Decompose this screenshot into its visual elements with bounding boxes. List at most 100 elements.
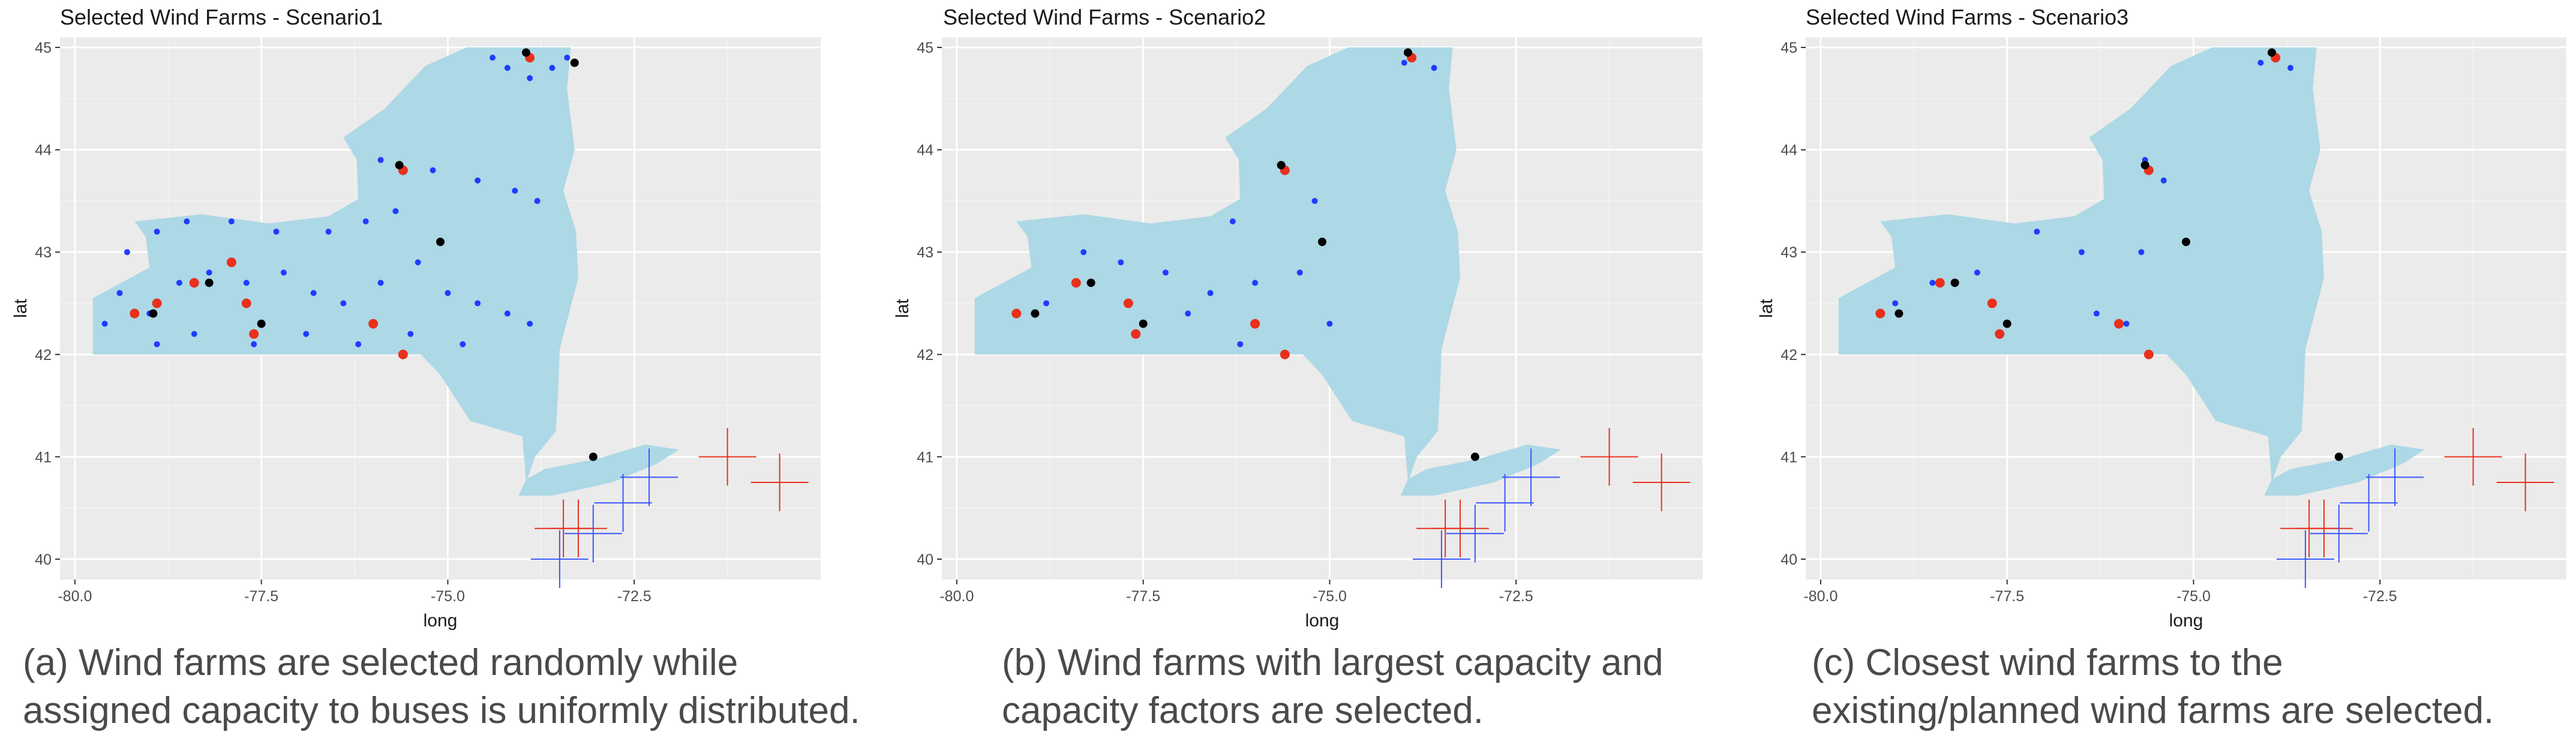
wind-farm-point-blue [377, 157, 384, 163]
wind-farm-point-blue [1431, 65, 1437, 71]
y-tick-label: 43 [917, 244, 933, 261]
wind-farm-point-blue [325, 229, 332, 235]
wind-farm-point-red [1995, 329, 2005, 339]
wind-farm-point-red [368, 319, 379, 329]
wind-farm-point-blue [1252, 280, 1259, 286]
wind-farm-point-blue [1974, 269, 1980, 276]
y-tick-label: 42 [917, 347, 933, 364]
y-tick-label: 41 [35, 449, 52, 466]
panel-scenario3: Selected Wind Farms - Scenario3 (c) Clos… [1746, 0, 2576, 756]
wind-farm-point-blue [184, 218, 190, 225]
y-axis-title: lat [1757, 298, 1776, 317]
state-shape [1838, 47, 2324, 482]
wind-farm-point-blue [2093, 310, 2100, 317]
wind-farm-point-red [1987, 298, 1997, 308]
x-tick-label: -80.0 [58, 588, 92, 605]
wind-farm-point-blue [154, 341, 160, 347]
caption-line: (b) Wind farms with largest capacity and [1002, 642, 1664, 683]
wind-farm-point-blue [407, 331, 414, 337]
wind-farm-point-black [521, 48, 530, 57]
wind-farm-point-blue [176, 280, 182, 286]
caption: (c) Closest wind farms to the existing/p… [1812, 639, 2494, 735]
y-tick-label: 42 [35, 347, 52, 364]
wind-farm-point-red [1875, 308, 1886, 319]
x-tick-label: -75.0 [2176, 588, 2211, 605]
x-tick-label: -77.5 [244, 588, 278, 605]
wind-farm-point-blue [355, 341, 362, 347]
y-tick-label: 45 [35, 40, 52, 56]
long-island-shape [518, 444, 679, 496]
y-tick-label: 42 [1781, 347, 1797, 364]
map-chart: -80.0 -77.5 -75.0 -72.5 40 41 42 43 44 45 long lat [893, 37, 1703, 631]
wind-farm-point-red [1250, 319, 1260, 329]
wind-farm-point-blue [2078, 249, 2085, 256]
wind-farm-point-blue [504, 65, 511, 71]
wind-farm-point-black [2182, 238, 2190, 247]
y-tick-label: 44 [1781, 142, 1797, 159]
wind-farm-point-blue [273, 229, 280, 235]
wind-farm-point-blue [280, 269, 287, 276]
wind-farm-point-blue [445, 290, 451, 296]
y-tick-label: 45 [1781, 40, 1797, 56]
wind-farm-point-black [205, 278, 214, 287]
wind-farm-point-blue [101, 320, 108, 327]
wind-farm-point-red [1935, 278, 1945, 288]
y-tick-label: 45 [917, 40, 933, 56]
caption-line: capacity factors are selected. [1002, 690, 1484, 731]
wind-farm-point-black [149, 309, 158, 318]
caption-line: existing/planned wind farms are selected… [1812, 690, 2494, 731]
wind-farm-point-black [1086, 278, 1095, 287]
state-shape [92, 47, 578, 482]
wind-farm-point-blue [1237, 341, 1244, 347]
wind-farm-point-blue [564, 55, 571, 61]
wind-farm-point-blue [1311, 197, 1318, 204]
wind-farm-point-black [1895, 309, 1904, 318]
wind-farm-point-blue [534, 197, 541, 204]
wind-farm-point-blue [1118, 259, 1124, 266]
x-tick-label: -77.5 [1990, 588, 2024, 605]
wind-farm-point-blue [2160, 177, 2167, 184]
wind-farm-point-blue [475, 177, 481, 184]
wind-farm-point-blue [243, 280, 250, 286]
wind-farm-point-red [189, 278, 199, 288]
wind-farm-point-blue [340, 300, 347, 307]
caption-line: (c) Closest wind farms to the [1812, 642, 2283, 683]
wind-farm-point-red [241, 298, 251, 308]
panel-scenario1: Selected Wind Farms - Scenario1 (a) Wind… [0, 0, 860, 756]
x-tick-label: -72.5 [2363, 588, 2397, 605]
wind-farm-point-black [257, 319, 266, 328]
caption: (b) Wind farms with largest capacity and… [1002, 639, 1664, 735]
wind-farm-point-blue [490, 55, 496, 61]
y-tick-label: 43 [35, 244, 52, 261]
wind-farm-point-black [589, 452, 598, 461]
x-axis-title: long [424, 611, 458, 631]
wind-farm-point-blue [1229, 218, 1236, 225]
state-shape [974, 47, 1460, 482]
wind-farm-point-red [152, 298, 162, 308]
caption-line: (a) Wind farms are selected randomly whi… [23, 642, 738, 683]
long-island-shape [2264, 444, 2425, 496]
wind-farm-point-blue [460, 341, 466, 347]
wind-farm-point-blue [206, 269, 212, 276]
chart-title: Selected Wind Farms - Scenario1 [60, 5, 383, 29]
y-tick-label: 43 [1781, 244, 1797, 261]
wind-farm-point-blue [527, 320, 533, 327]
wind-farm-point-blue [2257, 59, 2264, 66]
y-tick-label: 40 [917, 551, 933, 568]
x-tick-label: -75.0 [1313, 588, 1347, 605]
wind-farm-point-black [570, 58, 579, 67]
x-axis-title: long [1305, 611, 1340, 631]
wind-farm-point-black [1031, 309, 1040, 318]
wind-farm-point-blue [475, 300, 481, 307]
wind-farm-point-blue [1207, 290, 1214, 296]
wind-farm-point-blue [1185, 310, 1191, 317]
map-chart: -80.0 -77.5 -75.0 -72.5 40 41 42 43 44 45 long lat [1757, 37, 2566, 631]
wind-farm-point-black [1318, 238, 1326, 247]
y-tick-label: 40 [1781, 551, 1797, 568]
y-tick-label: 41 [1781, 449, 1797, 466]
wind-farm-point-blue [2287, 65, 2294, 71]
wind-farm-point-blue [377, 280, 384, 286]
chart-title: Selected Wind Farms - Scenario2 [943, 5, 1266, 29]
wind-farm-point-blue [124, 249, 130, 256]
wind-farm-point-blue [1162, 269, 1169, 276]
